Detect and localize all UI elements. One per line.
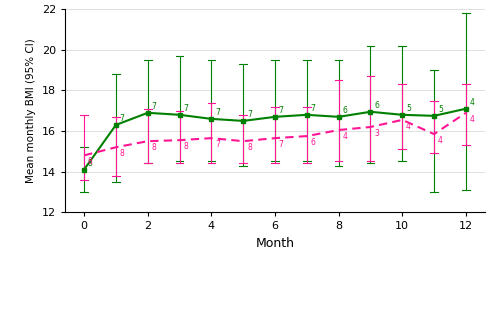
Text: 5: 5 [438, 105, 443, 114]
Text: 7: 7 [279, 140, 283, 149]
Text: 8: 8 [88, 157, 92, 166]
Text: 7: 7 [215, 108, 220, 117]
Text: 8: 8 [184, 142, 188, 151]
X-axis label: Month: Month [256, 237, 294, 250]
Text: 8: 8 [88, 158, 92, 168]
Text: 7: 7 [215, 140, 220, 149]
Text: 3: 3 [374, 129, 379, 138]
Text: 4: 4 [406, 122, 411, 131]
Text: 6: 6 [310, 138, 316, 147]
Text: 5: 5 [406, 104, 411, 113]
Text: 7: 7 [120, 114, 124, 123]
Text: 7: 7 [247, 110, 252, 119]
Text: 7: 7 [152, 102, 156, 111]
Text: 4: 4 [470, 98, 474, 107]
Text: 8: 8 [152, 143, 156, 152]
Text: 6: 6 [374, 101, 379, 110]
Text: 6: 6 [342, 106, 347, 115]
Text: 4: 4 [438, 136, 443, 145]
Text: 7: 7 [310, 104, 316, 113]
Text: 8: 8 [120, 149, 124, 158]
Text: 7: 7 [279, 106, 283, 115]
Text: 8: 8 [247, 143, 252, 152]
Text: 4: 4 [342, 132, 347, 141]
Text: 4: 4 [470, 115, 474, 124]
Text: 7: 7 [184, 104, 188, 113]
Y-axis label: Mean monthly BMI (95% CI): Mean monthly BMI (95% CI) [26, 38, 36, 183]
